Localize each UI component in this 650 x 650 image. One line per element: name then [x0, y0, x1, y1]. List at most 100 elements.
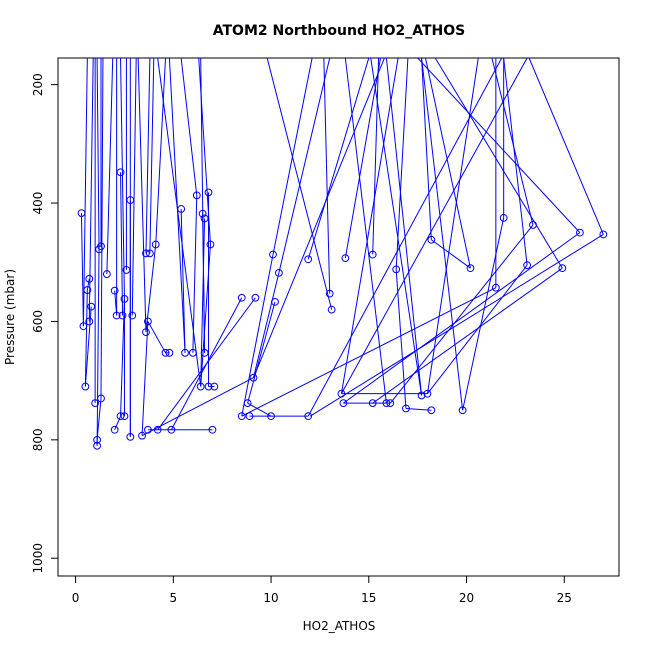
data-line-segment — [84, 290, 88, 387]
data-point — [402, 404, 410, 413]
x-axis-label: HO2_ATHOS — [303, 619, 376, 633]
data-line-segment — [84, 306, 92, 387]
data-line-segment — [180, 208, 186, 353]
data-line-segment — [86, 278, 90, 291]
data-point — [208, 425, 217, 434]
data-line-segment — [253, 58, 385, 378]
data-point — [122, 266, 131, 274]
y-tick-label: 600 — [31, 310, 45, 333]
data-point — [204, 188, 213, 197]
data-point — [251, 293, 260, 302]
data-line-segment — [241, 287, 497, 417]
data-point — [97, 394, 105, 403]
data-line-segment — [427, 264, 528, 394]
data-point — [458, 406, 467, 415]
data-line-segment — [405, 407, 432, 411]
data-point — [118, 311, 127, 320]
data-line-segment — [528, 58, 604, 235]
data-point — [81, 382, 90, 391]
data-line-segment — [141, 321, 149, 436]
data-point — [327, 305, 336, 314]
data-point — [599, 230, 608, 239]
data-line-segment — [145, 244, 157, 333]
data-point — [558, 264, 567, 273]
data-line-segment — [462, 217, 505, 411]
data-point — [200, 348, 209, 357]
data-point — [151, 240, 160, 249]
x-tick-label: 25 — [557, 591, 572, 605]
data-point — [142, 328, 150, 336]
x-tick-label: 0 — [72, 591, 80, 605]
data-point — [245, 412, 254, 421]
data-point — [116, 412, 125, 421]
data-line-segment — [426, 58, 479, 394]
data-point — [112, 311, 121, 320]
data-point — [210, 382, 219, 391]
data-point — [523, 261, 532, 270]
data-point — [427, 235, 436, 244]
data-point — [126, 432, 135, 441]
data-point — [165, 348, 174, 357]
data-point — [269, 250, 277, 259]
data-point — [93, 441, 101, 450]
data-point — [304, 255, 313, 264]
data-line-segment — [247, 301, 276, 404]
data-point — [237, 412, 246, 421]
data-point — [85, 317, 94, 326]
data-point — [128, 311, 137, 320]
data-line-segment — [106, 58, 114, 275]
data-line-segment — [372, 58, 380, 255]
data-point — [153, 425, 162, 434]
data-point — [79, 322, 88, 331]
data-point — [237, 293, 246, 302]
data-line-segment — [247, 402, 272, 417]
data-line-segment — [395, 58, 409, 270]
x-axis: 0 5 10 15 20 25 — [72, 575, 572, 605]
data-point — [200, 214, 209, 223]
data-line-segment — [278, 58, 331, 274]
x-tick-label: 10 — [263, 591, 278, 605]
data-point — [110, 286, 119, 295]
data-point — [304, 412, 313, 421]
data-line-segment — [343, 232, 581, 404]
data-point — [138, 431, 146, 440]
data-point — [181, 348, 189, 357]
data-point — [87, 302, 96, 311]
data-point — [161, 348, 170, 357]
data-point — [576, 228, 584, 237]
data-line-segment — [307, 58, 503, 417]
x-tick-label: 15 — [361, 591, 376, 605]
data-line-segment — [120, 172, 124, 316]
data-point — [142, 249, 150, 258]
data-line-segment — [192, 195, 198, 353]
data-point — [83, 286, 92, 294]
y-tick-label: 200 — [31, 73, 45, 96]
data-line-segment — [120, 298, 125, 417]
y-tick-label: 400 — [31, 192, 45, 215]
data-point — [382, 399, 391, 408]
data-point — [145, 249, 154, 258]
data-point — [196, 382, 205, 391]
data-line-segment — [344, 58, 382, 259]
data-point — [102, 270, 111, 278]
data-line-segment — [421, 58, 432, 240]
data-line-segment — [180, 58, 198, 196]
data-point — [167, 425, 176, 434]
data-line-segment — [96, 398, 102, 440]
data-point — [267, 412, 275, 421]
data-point — [466, 264, 475, 273]
data-line-segment — [370, 58, 423, 396]
data-point — [392, 265, 401, 274]
y-tick-label: 1000 — [31, 543, 45, 574]
x-tick-label: 20 — [459, 591, 474, 605]
data-point — [91, 399, 100, 408]
data-point — [427, 406, 436, 415]
data-line-segment — [389, 224, 534, 404]
data-line-segment — [434, 58, 563, 269]
data-point — [386, 399, 395, 408]
data-point — [177, 205, 186, 213]
data-line-segment — [340, 58, 399, 394]
plot-border — [57, 57, 620, 577]
points-layer — [77, 168, 608, 450]
y-axis: 200 400 600 800 1000 — [31, 73, 59, 574]
